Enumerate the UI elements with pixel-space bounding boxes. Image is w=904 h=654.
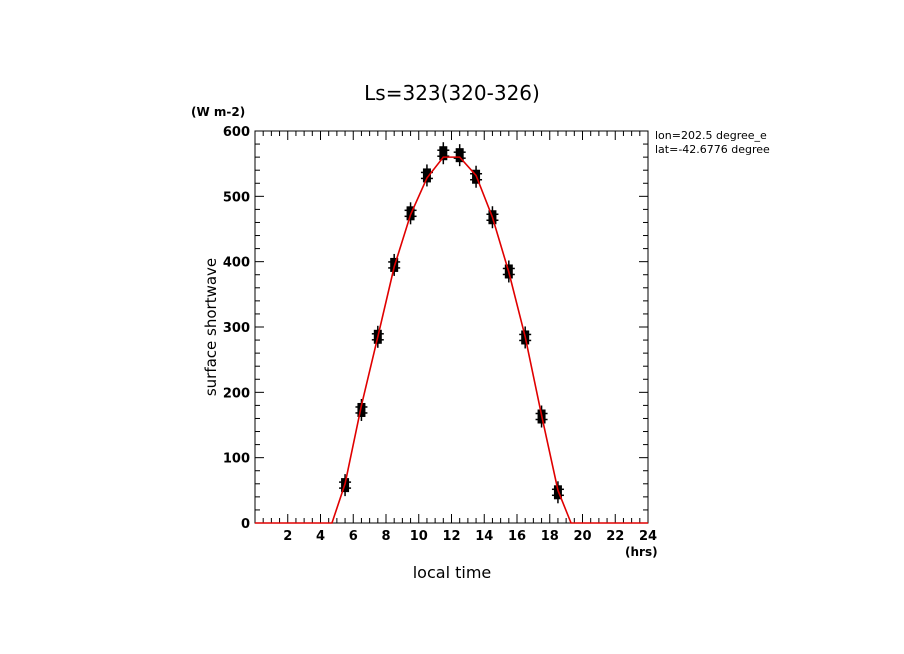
x-tick-label: 12 xyxy=(442,529,460,544)
x-tick-label: 8 xyxy=(381,529,390,544)
y-tick-label: 200 xyxy=(223,386,250,401)
y-tick-label: 500 xyxy=(223,190,250,205)
x-tick-label: 16 xyxy=(508,529,526,544)
y-axis-label: surface shortwave xyxy=(202,258,220,396)
x-tick-label: 22 xyxy=(606,529,624,544)
annotation-lat: lat=-42.6776 degree xyxy=(655,143,770,156)
series-line xyxy=(255,156,648,524)
y-tick-label: 0 xyxy=(241,517,250,532)
y-tick-labels: 0 100 200 300 400 500 600 xyxy=(223,125,250,532)
data-point xyxy=(437,142,450,165)
chart-title: Ls=323(320-326) xyxy=(364,81,540,105)
x-tick-label: 10 xyxy=(410,529,428,544)
series-layer xyxy=(255,142,648,524)
axis-ticks xyxy=(254,130,649,524)
x-tick-label: 6 xyxy=(349,529,358,544)
y-tick-label: 400 xyxy=(223,256,250,271)
x-tick-label: 4 xyxy=(316,529,325,544)
data-point xyxy=(420,164,433,187)
annotation-lon: lon=202.5 degree_e xyxy=(655,129,767,142)
x-unit-label: (hrs) xyxy=(625,545,658,559)
x-tick-label: 20 xyxy=(573,529,591,544)
y-tick-label: 300 xyxy=(223,321,250,336)
x-tick-label: 2 xyxy=(283,529,292,544)
x-tick-label: 24 xyxy=(639,529,657,544)
x-axis-label: local time xyxy=(413,563,492,582)
x-tick-label: 18 xyxy=(541,529,559,544)
y-tick-label: 600 xyxy=(223,125,250,140)
y-unit-label: (W m-2) xyxy=(191,105,245,119)
y-tick-label: 100 xyxy=(223,452,250,467)
plot-frame xyxy=(254,130,649,524)
x-tick-label: 14 xyxy=(475,529,493,544)
x-tick-labels: 2 4 6 8 10 12 14 16 18 20 22 24 xyxy=(283,529,657,544)
